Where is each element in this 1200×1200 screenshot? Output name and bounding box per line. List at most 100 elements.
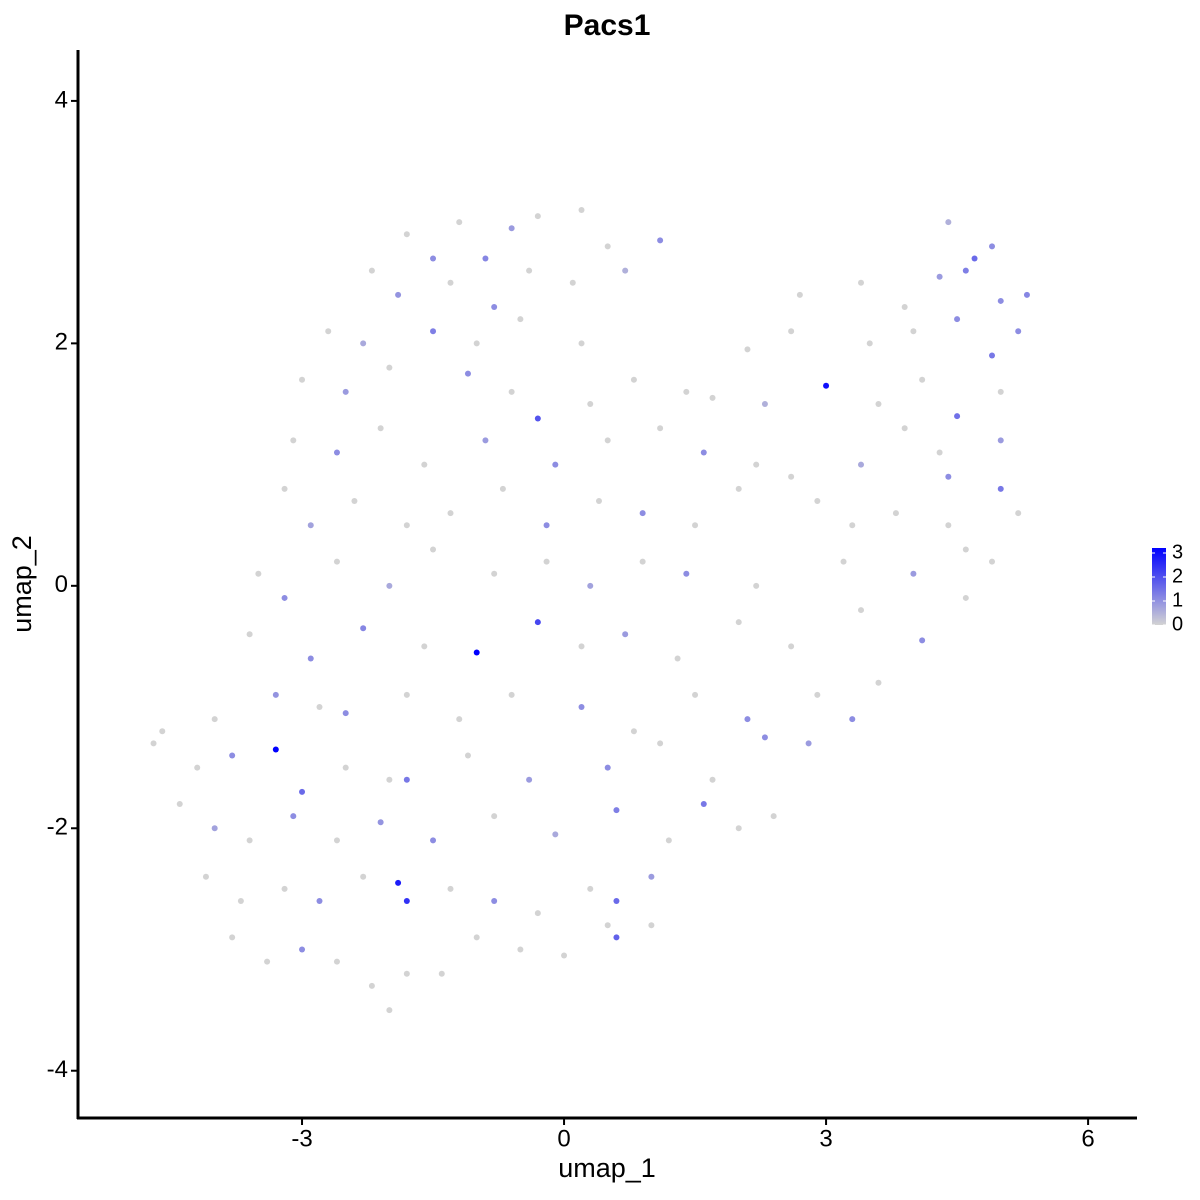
point — [630, 728, 637, 735]
point — [761, 734, 768, 741]
point — [430, 255, 437, 262]
point — [1015, 510, 1022, 517]
point — [299, 946, 306, 953]
point — [447, 510, 454, 517]
point — [386, 364, 393, 371]
point — [526, 267, 533, 274]
point — [788, 328, 795, 335]
point — [954, 316, 961, 323]
point — [578, 340, 585, 347]
point — [613, 807, 620, 814]
point — [561, 952, 568, 959]
point — [517, 946, 524, 953]
point — [194, 764, 201, 771]
point — [229, 934, 236, 941]
point — [587, 582, 594, 589]
point — [805, 740, 812, 747]
point — [989, 243, 996, 250]
point — [290, 813, 297, 820]
point — [962, 594, 969, 601]
point — [866, 340, 873, 347]
colorbar-label: 3 — [1172, 541, 1183, 563]
point — [796, 291, 803, 298]
point — [840, 558, 847, 565]
point — [744, 346, 751, 353]
x-axis-title: umap_1 — [558, 1153, 656, 1183]
point — [735, 485, 742, 492]
point — [447, 279, 454, 286]
point — [307, 522, 314, 529]
point — [613, 934, 620, 941]
point — [464, 370, 471, 377]
point — [657, 740, 664, 747]
y-axis-title: umap_2 — [7, 535, 37, 633]
point — [491, 898, 498, 905]
point — [552, 461, 559, 468]
point — [395, 879, 402, 886]
point — [395, 291, 402, 298]
point — [788, 643, 795, 650]
point — [176, 801, 183, 808]
point — [657, 237, 664, 244]
point — [281, 485, 288, 492]
colorbar-label: 1 — [1172, 589, 1183, 611]
point — [473, 340, 480, 347]
point — [534, 910, 541, 917]
point — [919, 376, 926, 383]
point — [491, 570, 498, 577]
point — [255, 570, 262, 577]
point — [430, 546, 437, 553]
point — [569, 279, 576, 286]
point — [578, 643, 585, 650]
point — [430, 837, 437, 844]
point — [989, 558, 996, 565]
point — [482, 255, 489, 262]
point — [665, 837, 672, 844]
point — [875, 679, 882, 686]
point — [377, 819, 384, 826]
point — [299, 788, 306, 795]
point — [858, 607, 865, 614]
point — [316, 704, 323, 711]
point — [491, 813, 498, 820]
point — [333, 558, 340, 565]
point — [945, 522, 952, 529]
point — [910, 328, 917, 335]
point — [508, 225, 515, 232]
point — [491, 303, 498, 310]
point — [473, 649, 480, 656]
point — [386, 1007, 393, 1014]
point — [910, 570, 917, 577]
point — [858, 279, 865, 286]
point — [447, 885, 454, 892]
point — [648, 873, 655, 880]
point — [753, 582, 760, 589]
point — [403, 970, 410, 977]
point — [229, 752, 236, 759]
point — [936, 273, 943, 280]
point — [997, 437, 1004, 444]
point — [246, 631, 253, 638]
point — [430, 328, 437, 335]
point — [639, 510, 646, 517]
point — [604, 764, 611, 771]
point — [508, 691, 515, 698]
point — [403, 776, 410, 783]
point — [368, 982, 375, 989]
point — [386, 582, 393, 589]
point — [281, 885, 288, 892]
point — [735, 825, 742, 832]
point — [604, 243, 611, 250]
point — [954, 413, 961, 420]
point — [761, 400, 768, 407]
point — [351, 497, 358, 504]
point — [587, 400, 594, 407]
point — [159, 728, 166, 735]
point — [272, 691, 279, 698]
point — [595, 497, 602, 504]
point — [534, 619, 541, 626]
point — [901, 303, 908, 310]
point — [299, 376, 306, 383]
point — [989, 352, 996, 359]
point — [971, 255, 978, 262]
